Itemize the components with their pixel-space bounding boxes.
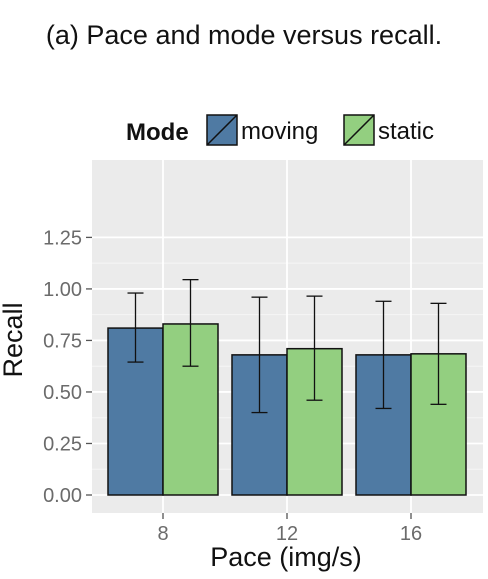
y-axis-title: Recall xyxy=(0,302,28,377)
y-tick-label: 0.50 xyxy=(43,382,82,404)
legend-label-static: static xyxy=(378,118,434,145)
figure-caption: (a) Pace and mode versus recall. xyxy=(46,20,442,50)
y-tick-label: 0.00 xyxy=(43,485,82,507)
y-tick-label: 1.25 xyxy=(43,227,82,249)
legend-key-slash xyxy=(206,114,238,146)
x-axis-title: Pace (img/s) xyxy=(210,542,362,572)
legend-title: Mode xyxy=(126,119,189,146)
x-tick-label: 12 xyxy=(276,523,298,545)
legend: Mode moving static xyxy=(126,114,434,146)
error-bars xyxy=(127,278,447,414)
x-tick-label: 8 xyxy=(157,523,168,545)
y-axis: 0.00 0.25 0.50 0.75 1.00 1.25 xyxy=(43,227,92,507)
x-axis: 8 12 16 xyxy=(157,513,422,545)
y-tick-label: 0.25 xyxy=(43,433,82,455)
x-tick-label: 16 xyxy=(400,523,422,545)
legend-key-slash xyxy=(343,114,375,146)
legend-label-moving: moving xyxy=(241,118,318,145)
y-tick-label: 1.00 xyxy=(43,279,82,301)
y-tick-label: 0.75 xyxy=(43,330,82,352)
